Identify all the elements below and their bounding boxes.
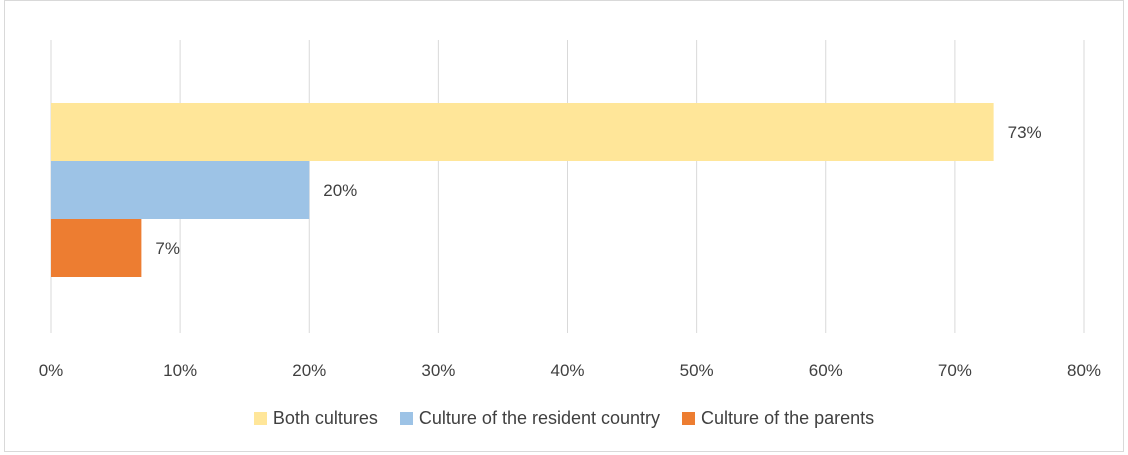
x-tick-label: 60% <box>809 361 843 380</box>
legend-swatch <box>399 412 413 425</box>
legend-swatch <box>253 412 267 425</box>
x-tick-label: 0% <box>39 361 64 380</box>
x-tick-label: 10% <box>163 361 197 380</box>
x-tick-label: 20% <box>292 361 326 380</box>
legend-label: Culture of the resident country <box>418 408 661 428</box>
legend-item-both-cultures: Both cultures <box>253 408 378 429</box>
x-tick-label: 50% <box>680 361 714 380</box>
chart-frame <box>4 0 1124 452</box>
bars <box>51 103 994 277</box>
bar-2 <box>51 161 310 219</box>
legend-label: Culture of the parents <box>701 408 875 428</box>
data-label-2: 20% <box>323 181 357 200</box>
legend-label: Both cultures <box>272 408 378 428</box>
x-axis-ticks: 0% 10% 20% 30% 40% 50% 60% 70% 80% <box>39 361 1101 380</box>
bar-chart: 73% 20% 7% 0% 10% 20% 30% 40% 50% 60% 70% 80% <box>39 40 1101 380</box>
legend-item-resident-country: Culture of the resident country <box>399 408 661 429</box>
x-tick-label: 30% <box>421 361 455 380</box>
legend-item-parents: Culture of the parents <box>682 408 874 429</box>
data-label-3: 7% <box>155 239 180 258</box>
data-label-1: 73% <box>1008 123 1042 142</box>
bar-3 <box>51 219 142 277</box>
legend: Both cultures Culture of the resident co… <box>0 408 1128 429</box>
data-labels: 73% 20% 7% <box>155 123 1041 258</box>
legend-swatch <box>682 412 696 425</box>
gridlines <box>50 40 1085 333</box>
x-tick-label: 80% <box>1067 361 1101 380</box>
x-tick-label: 70% <box>938 361 972 380</box>
x-tick-label: 40% <box>550 361 584 380</box>
bar-1 <box>51 103 994 161</box>
